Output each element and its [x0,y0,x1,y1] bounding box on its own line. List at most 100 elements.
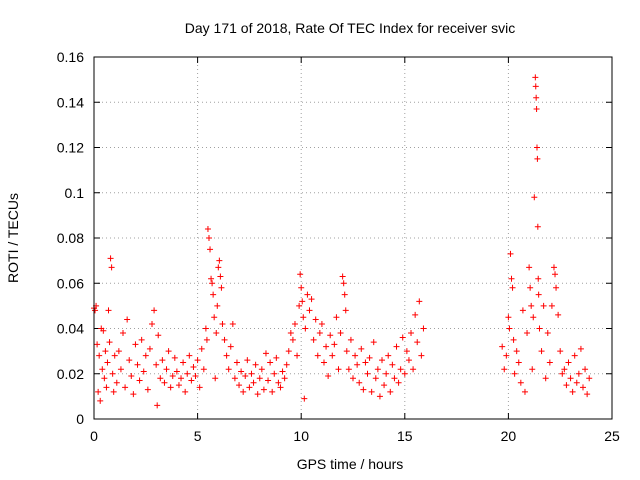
data-point-marker [103,384,110,391]
data-point-marker [231,375,238,382]
y-tick-label: 0.14 [57,94,84,110]
data-point-marker [383,370,390,377]
data-point-marker [412,311,419,318]
data-point-marker [389,361,396,368]
data-point-marker [188,377,195,384]
data-point-marker [140,368,147,375]
y-axis-title: ROTI / TECUs [5,193,21,283]
data-point-marker [552,271,559,278]
data-point-marker [546,359,553,366]
data-point-marker [395,379,402,386]
y-tick-label: 0.12 [57,140,84,156]
data-point-marker [544,330,551,337]
data-point-marker [505,314,512,321]
data-point-marker [506,325,513,332]
data-point-marker [420,325,427,332]
data-point-marker [579,384,586,391]
data-point-marker [107,255,114,262]
data-point-marker [298,284,305,291]
data-point-marker [213,330,220,337]
data-point-marker [110,388,117,395]
data-point-marker [577,345,584,352]
data-point-marker [534,155,541,162]
data-point-marker [115,348,122,355]
data-point-marker [529,366,536,373]
data-point-marker [219,320,226,327]
data-point-marker [331,341,338,348]
data-point-marker [536,325,543,332]
data-point-marker [108,264,115,271]
data-point-marker [340,280,347,287]
data-point-marker [571,352,578,359]
data-point-marker [296,302,303,309]
data-point-marker [271,370,278,377]
data-point-marker [291,320,298,327]
y-tick-label: 0 [76,411,84,427]
data-point-marker [175,382,182,389]
data-point-marker [559,370,566,377]
data-point-marker [294,352,301,359]
data-point-marker [238,368,245,375]
data-point-marker [532,74,539,81]
data-point-marker [117,366,124,373]
data-point-marker [304,291,311,298]
data-point-marker [314,352,321,359]
plot-frame [93,56,613,420]
data-point-marker [410,366,417,373]
data-point-marker [393,343,400,350]
data-point-marker [198,345,205,352]
x-tick-label: 15 [397,428,413,444]
data-point-marker [289,336,296,343]
data-point-marker [362,359,369,366]
data-point-marker [178,375,185,382]
data-point-marker [510,336,517,343]
data-point-marker [229,320,236,327]
data-point-marker [381,382,388,389]
data-point-marker [356,379,363,386]
data-point-marker [285,348,292,355]
data-point-marker [379,357,386,364]
data-point-marker [399,334,406,341]
data-point-marker [538,348,545,355]
x-tick-label: 5 [194,428,202,444]
data-point-marker [368,388,375,395]
data-point-marker [364,370,371,377]
data-point-marker [297,271,304,278]
data-point-marker [403,348,410,355]
data-point-marker [101,375,108,382]
data-point-marker [555,311,562,318]
data-point-marker [408,330,415,337]
data-point-marker [508,275,515,282]
data-point-marker [343,348,350,355]
data-point-marker [157,375,164,382]
data-point-marker [573,379,580,386]
data-point-marker [136,377,143,384]
data-point-marker [528,302,535,309]
data-point-marker [310,336,317,343]
data-point-marker [269,388,276,395]
data-point-marker [102,348,109,355]
data-point-marker [207,246,214,253]
data-point-marker [155,332,162,339]
data-point-marker [106,339,113,346]
data-point-marker [182,388,189,395]
data-point-marker [535,291,542,298]
data-point-marker [132,341,139,348]
data-point-marker [163,366,170,373]
x-tick-label: 10 [293,428,309,444]
data-point-marker [128,373,135,380]
data-point-marker [159,357,166,364]
data-point-marker [333,314,340,321]
data-point-marker [173,368,180,375]
data-point-marker [513,348,520,355]
data-point-marker [248,370,255,377]
data-point-marker [240,388,247,395]
data-point-marker [104,359,111,366]
data-point-marker [418,352,425,359]
data-point-marker [327,332,334,339]
data-point-marker [335,366,342,373]
data-point-marker [260,386,267,393]
data-point-marker [256,375,263,382]
data-point-marker [221,336,228,343]
